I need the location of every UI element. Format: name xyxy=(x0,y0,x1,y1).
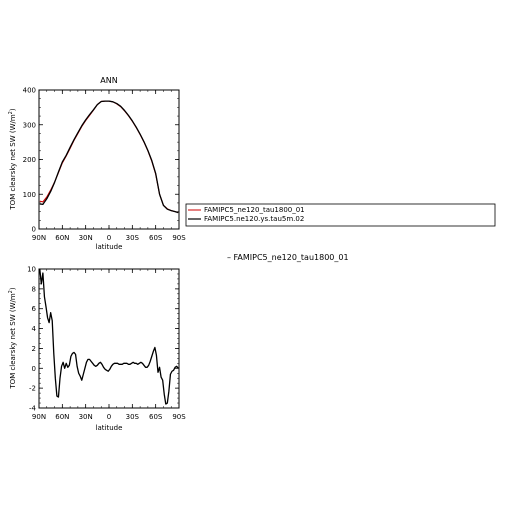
bottom-series-group xyxy=(39,268,179,405)
legend: FAMIPC5_ne120_tau1800_01 FAMIPC5.ne120.y… xyxy=(185,203,496,227)
bottom-y-tick-label: -4 xyxy=(29,405,37,413)
bottom-x-tick-label: 0 xyxy=(107,413,111,421)
top-x-axis-title: latitude xyxy=(96,243,123,251)
top-x-tick-label: 60N xyxy=(55,234,69,242)
bottom-x-tick-label: 90S xyxy=(172,413,186,421)
bottom-ticks-group: 90N 60N 30N 0 30S 60S 90S -4 -2 0 2 4 6 8 10 xyxy=(27,266,186,422)
top-x-tick-label: 60S xyxy=(149,234,163,242)
legend-box xyxy=(185,203,496,227)
bottom-x-tick-label: 30N xyxy=(79,413,93,421)
top-y-tick-label: 200 xyxy=(23,156,36,164)
top-ticks-group: 90N 60N 30N 0 30S 60S 90S 0 100 200 300 400 xyxy=(23,87,187,243)
top-x-tick-label: 90N xyxy=(32,234,46,242)
top-series-group xyxy=(39,100,179,214)
legend-label-1: FAMIPC5.ne120.ys.tau5m.02 xyxy=(204,215,304,223)
top-y-axis-title-main: TOM clearsky net SW (W/m xyxy=(9,114,17,210)
bottom-y-tick-label: 8 xyxy=(32,285,36,293)
bottom-y-tick-label: 4 xyxy=(32,325,37,333)
bottom-y-tick-label: 0 xyxy=(32,365,36,373)
bottom-y-axis-title-end: ) xyxy=(9,287,17,290)
bottom-series-line-0 xyxy=(39,268,179,405)
top-panel-title: ANN xyxy=(100,76,117,85)
top-x-tick-label: 0 xyxy=(107,234,111,242)
legend-label-0: FAMIPC5_ne120_tau1800_01 xyxy=(204,206,305,214)
bottom-x-tick-label: 60N xyxy=(55,413,69,421)
bottom-x-axis-title: latitude xyxy=(96,424,123,432)
top-y-tick-label: 0 xyxy=(32,226,36,234)
top-y-axis-title-end: ) xyxy=(9,108,17,111)
top-y-tick-label: 100 xyxy=(23,191,36,199)
bottom-x-tick-label: 30S xyxy=(126,413,140,421)
top-panel: ANN 90N 60N 30N 0 30S 60S 90S 0 100 200 300 400 lat… xyxy=(8,76,186,251)
bottom-y-axis-title-sup: 2 xyxy=(8,290,14,293)
bottom-y-axis-title: TOM clearsky net SW (W/m2) xyxy=(8,287,17,389)
top-y-tick-label: 300 xyxy=(23,121,36,129)
top-x-tick-label: 30S xyxy=(126,234,140,242)
bottom-y-tick-label: 6 xyxy=(32,305,37,313)
bottom-x-tick-label: 90N xyxy=(32,413,46,421)
top-y-axis-title: TOM clearsky net SW (W/m2) xyxy=(8,108,17,210)
bottom-x-tick-label: 60S xyxy=(149,413,163,421)
bottom-y-tick-label: 10 xyxy=(27,266,36,274)
top-x-tick-label: 30N xyxy=(79,234,93,242)
bottom-y-tick-label: 2 xyxy=(32,345,36,353)
bottom-y-tick-label: -2 xyxy=(29,385,36,393)
top-series-line-1 xyxy=(39,100,179,214)
bottom-y-axis-title-main: TOM clearsky net SW (W/m xyxy=(9,293,17,389)
top-y-axis-title-sup: 2 xyxy=(8,111,14,114)
difference-panel-label: – FAMIPC5_ne120_tau1800_01 xyxy=(227,253,349,262)
top-y-tick-label: 400 xyxy=(23,87,36,95)
top-x-tick-label: 90S xyxy=(172,234,186,242)
